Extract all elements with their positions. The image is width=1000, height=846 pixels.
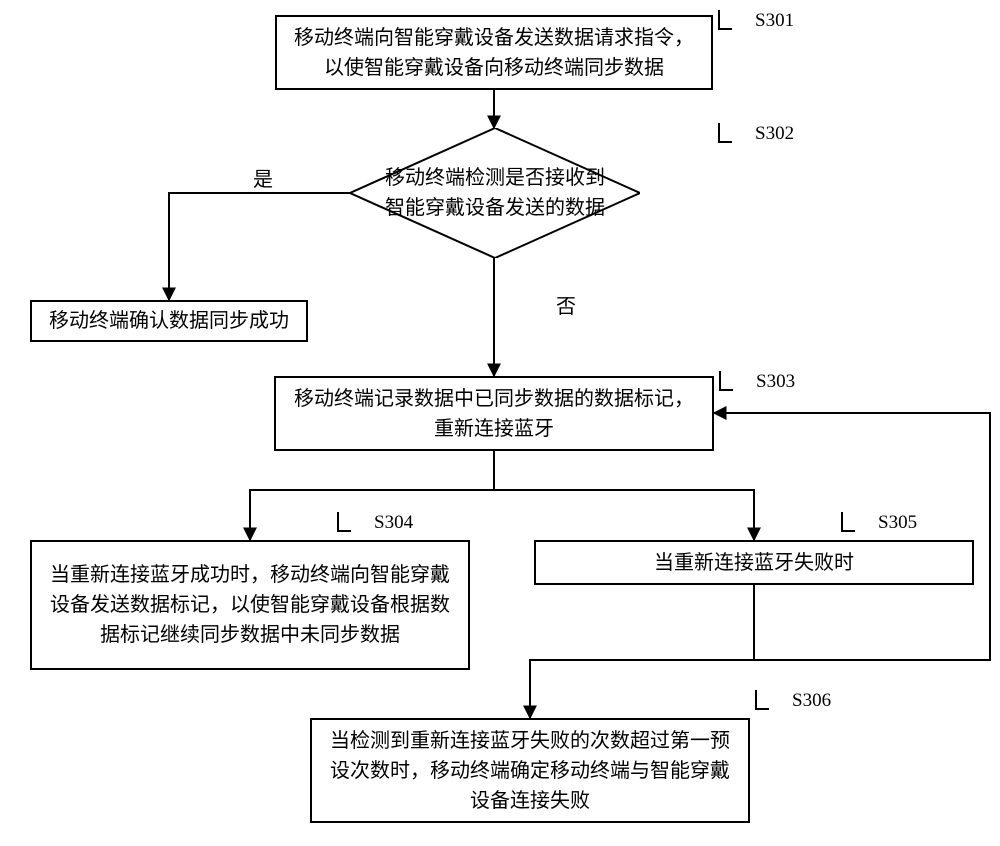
node-text: 当重新连接蓝牙失败时 <box>654 548 854 578</box>
edge-label-yes: 是 <box>253 163 273 192</box>
step-label-s304: S304 <box>374 512 413 534</box>
node-s304: 当重新连接蓝牙成功时，移动终端向智能穿戴设备发送数据标记，以使智能穿戴设备根据数… <box>30 540 470 670</box>
label-tick-icon <box>718 10 732 30</box>
label-tick-icon <box>718 123 732 143</box>
node-text: 当重新连接蓝牙成功时，移动终端向智能穿戴设备发送数据标记，以使智能穿戴设备根据数… <box>44 560 456 650</box>
node-s303: 移动终端记录数据中已同步数据的数据标记，重新连接蓝牙 <box>274 376 714 451</box>
step-label-s306: S306 <box>792 690 831 712</box>
node-confirm: 移动终端确认数据同步成功 <box>30 300 308 342</box>
label-tick-icon <box>337 512 351 532</box>
node-s305: 当重新连接蓝牙失败时 <box>534 540 974 585</box>
label-tick-icon <box>719 371 733 391</box>
node-s301: 移动终端向智能穿戴设备发送数据请求指令，以使智能穿戴设备向移动终端同步数据 <box>275 15 713 90</box>
node-text: 移动终端检测是否接收到智能穿戴设备发送的数据 <box>350 163 640 223</box>
step-label-s305: S305 <box>878 512 917 534</box>
node-s302: 移动终端检测是否接收到智能穿戴设备发送的数据 <box>350 128 640 258</box>
step-label-s302: S302 <box>755 123 794 145</box>
step-label-s301: S301 <box>755 10 794 32</box>
node-text: 移动终端记录数据中已同步数据的数据标记，重新连接蓝牙 <box>288 384 700 444</box>
node-text: 移动终端确认数据同步成功 <box>49 306 289 336</box>
node-s306: 当检测到重新连接蓝牙失败的次数超过第一预设次数时，移动终端确定移动终端与智能穿戴… <box>310 718 750 823</box>
node-text: 当检测到重新连接蓝牙失败的次数超过第一预设次数时，移动终端确定移动终端与智能穿戴… <box>324 726 736 816</box>
label-tick-icon <box>755 690 769 710</box>
label-tick-icon <box>841 512 855 532</box>
edge-label-no: 否 <box>556 290 576 319</box>
node-text: 移动终端向智能穿戴设备发送数据请求指令，以使智能穿戴设备向移动终端同步数据 <box>289 23 699 83</box>
step-label-s303: S303 <box>756 371 795 393</box>
